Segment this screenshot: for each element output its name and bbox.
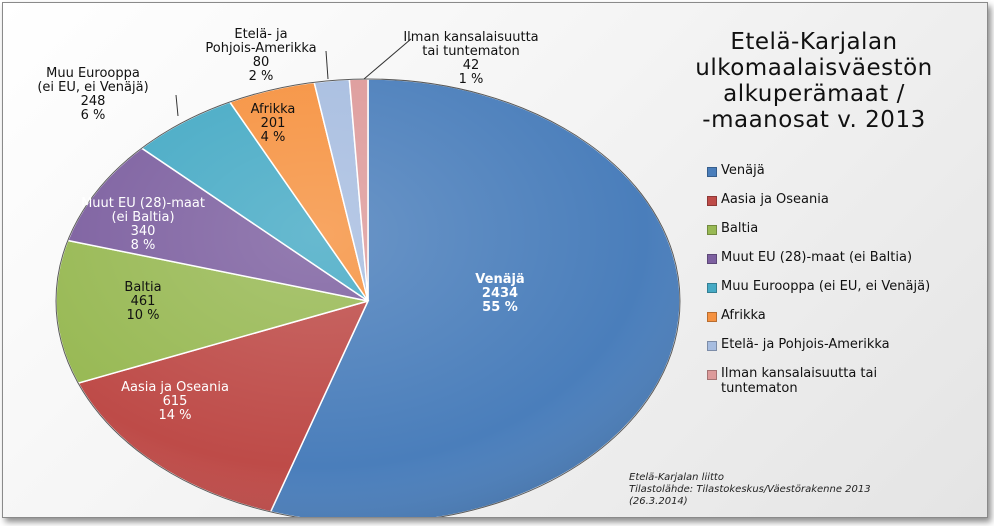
data-label-ilman-kansalaisuutta-tai-tuntematon: Ilman kansalaisuutta tai tuntematon 42 1 % [403, 31, 538, 87]
data-label-line: 80 [252, 55, 270, 70]
leader-line [363, 38, 412, 80]
pie-highlight [55, 78, 681, 517]
data-label-baltia: Baltia 461 10 % [124, 281, 161, 323]
leader-line [175, 94, 179, 117]
data-label-venaja: Venäjä 2434 55 % [475, 273, 524, 315]
legend-item-aasia: Aasia ja Oseania [707, 192, 994, 221]
data-label-line: Pohjois-Amerikka [205, 41, 317, 56]
data-label-line: (ei EU, ei Venäjä) [37, 80, 149, 95]
data-label-line: 1 % [458, 72, 484, 87]
chart-title-line: -maanosat v. 2013 [702, 107, 926, 133]
legend-swatch [707, 283, 717, 293]
legend-item-ilman: Ilman kansalaisuutta tai tuntematon [707, 366, 994, 402]
legend-label: Baltia [721, 221, 759, 236]
chart-title-line: alkuperämaat / [723, 81, 905, 107]
legend-label: Ilman kansalaisuutta tai tuntematon [721, 366, 878, 396]
legend-label: Aasia ja Oseania [721, 192, 829, 207]
data-label-line: 2434 [481, 286, 519, 301]
data-label-line: 615 [162, 394, 188, 409]
data-label-muu-eurooppa-ei-eu-ei-venaja: Muu Eurooppa (ei EU, ei Venäjä) 248 6 % [37, 67, 148, 123]
legend-swatch [707, 254, 717, 264]
data-label-aasia-ja-oseania: Aasia ja Oseania 615 14 % [121, 381, 229, 423]
legend-swatch [707, 312, 717, 322]
data-label-line: (ei Baltia) [111, 210, 175, 225]
legend-swatch [707, 196, 717, 206]
source-line: (26.3.2014) [629, 496, 688, 507]
data-label-line: 248 [80, 94, 106, 109]
chart-title: Etelä-Karjalan ulkomaalaisväestön alkupe… [659, 29, 969, 133]
pie-chart [55, 38, 681, 517]
data-label-line: 42 [462, 58, 480, 73]
source-note: Etelä-Karjalan liitto Tilastolähde: Tila… [629, 472, 969, 508]
data-label-line: Muut EU (28)-maat [81, 196, 205, 211]
legend-label: Muu Eurooppa (ei EU, ei Venäjä) [721, 279, 931, 294]
data-label-line: Etelä- ja [234, 27, 288, 42]
legend-item-muu-eurooppa: Muu Eurooppa (ei EU, ei Venäjä) [707, 279, 994, 308]
data-label-line: 6 % [80, 108, 106, 123]
data-label-line: Muu Eurooppa [46, 66, 140, 81]
legend-item-venaja: Venäjä [707, 163, 994, 192]
data-label-muut-eu-28-maat-ei-baltia: Muut EU (28)-maat (ei Baltia) 340 8 % [81, 197, 205, 253]
chart-title-line: Etelä-Karjalan [730, 29, 898, 55]
data-label-line: Baltia [124, 280, 162, 295]
data-label-line: 10 % [126, 308, 160, 323]
legend: Venäjä Aasia ja Oseania Baltia Muut EU (… [707, 163, 994, 402]
data-label-line: 461 [130, 294, 156, 309]
data-label-line: Afrikka [250, 102, 296, 117]
legend-item-afrikka: Afrikka [707, 308, 994, 337]
data-label-line: tai tuntematon [422, 44, 520, 59]
data-label-line: 2 % [248, 69, 274, 84]
legend-item-baltia: Baltia [707, 221, 994, 250]
chart-title-line: ulkomaalaisväestön [695, 55, 933, 81]
data-label-line: 55 % [482, 300, 518, 315]
data-label-afrikka: Afrikka 201 4 % [251, 103, 296, 145]
leader-line [325, 50, 329, 80]
legend-swatch [707, 341, 717, 351]
data-label-line: Ilman kansalaisuutta [403, 30, 539, 45]
source-line: Tilastolähde: Tilastokeskus/Väestörakenn… [629, 484, 871, 495]
data-label-line: 340 [130, 224, 156, 239]
data-label-line: Aasia ja Oseania [121, 380, 229, 395]
data-label-line: 4 % [260, 130, 286, 145]
data-label-etela-ja-pohjois-amerikka: Etelä- ja Pohjois-Amerikka 80 2 % [205, 28, 316, 84]
data-label-line: Venäjä [475, 272, 525, 287]
legend-swatch [707, 167, 717, 177]
legend-label: Venäjä [721, 163, 765, 178]
legend-label: Muut EU (28)-maat (ei Baltia) [721, 250, 913, 265]
data-label-line: 201 [260, 116, 286, 131]
source-line: Etelä-Karjalan liitto [629, 472, 724, 483]
legend-label: Etelä- ja Pohjois-Amerikka [721, 337, 890, 352]
legend-label: Afrikka [721, 308, 766, 323]
legend-item-amerikka: Etelä- ja Pohjois-Amerikka [707, 337, 994, 366]
data-label-line: 14 % [158, 408, 192, 423]
data-label-line: 8 % [130, 238, 156, 253]
chart-area: Etelä-Karjalan ulkomaalaisväestön alkupe… [2, 2, 988, 518]
legend-swatch [707, 370, 717, 380]
legend-swatch [707, 225, 717, 235]
legend-item-muut-eu: Muut EU (28)-maat (ei Baltia) [707, 250, 994, 279]
